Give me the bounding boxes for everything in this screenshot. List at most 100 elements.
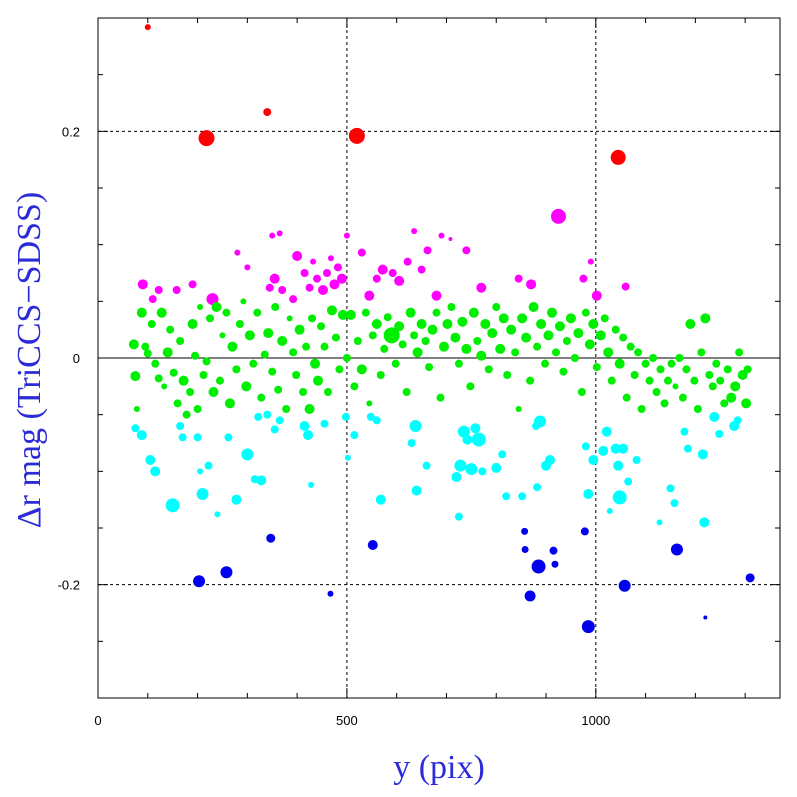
axis-ticks	[97, 17, 780, 699]
data-point-green	[565, 313, 576, 324]
data-point-green	[447, 303, 456, 311]
data-point-magenta	[462, 246, 471, 255]
data-point-green	[130, 371, 141, 382]
data-point-magenta	[172, 286, 181, 294]
y-tick-label: 0	[73, 351, 80, 366]
data-point-cyan	[263, 410, 272, 419]
data-point-magenta	[372, 274, 381, 283]
data-point-green	[289, 348, 298, 357]
data-point-green	[626, 342, 635, 351]
data-point-green	[136, 307, 147, 318]
data-point-green	[219, 332, 226, 339]
data-point-green	[425, 363, 434, 372]
data-point-green	[193, 405, 202, 413]
data-point-cyan	[465, 463, 478, 476]
data-point-magenta	[188, 280, 197, 289]
data-point-magenta	[417, 265, 426, 274]
data-point-green	[528, 302, 539, 312]
data-point-blue	[266, 533, 276, 543]
data-point-cyan	[670, 499, 679, 508]
data-point-green	[511, 348, 520, 357]
data-point-cyan	[366, 412, 375, 421]
data-point-cyan	[254, 412, 263, 421]
x-tick-label: 1000	[581, 713, 610, 728]
data-point-green	[147, 320, 156, 328]
data-point-green	[517, 313, 528, 324]
data-point-green	[697, 348, 706, 357]
data-point-green	[345, 309, 356, 320]
data-point-green	[302, 342, 311, 351]
data-point-red	[198, 130, 215, 147]
data-point-green	[573, 328, 584, 339]
data-point-cyan	[344, 454, 351, 461]
data-point-cyan	[320, 419, 329, 428]
data-point-cyan	[131, 424, 140, 433]
data-point-green	[271, 303, 280, 311]
data-point-green	[294, 324, 305, 335]
data-point-green	[741, 398, 752, 409]
data-point-green	[421, 337, 430, 345]
data-point-blue	[220, 566, 233, 579]
data-point-green	[436, 393, 445, 402]
data-point-cyan	[612, 490, 627, 505]
data-point-green	[166, 325, 175, 334]
data-point-cyan	[165, 498, 180, 513]
data-point-blue	[745, 573, 755, 583]
data-point-green	[268, 367, 277, 376]
data-point-cyan	[407, 439, 416, 447]
data-point-green	[473, 337, 482, 345]
y-tick-label: 0.2	[62, 124, 80, 139]
data-point-green	[222, 308, 231, 317]
data-point-green	[541, 359, 550, 368]
data-point-green	[151, 359, 160, 368]
data-point-green	[450, 332, 461, 343]
data-point-magenta	[333, 263, 342, 272]
data-point-green	[263, 328, 274, 339]
data-point-green	[310, 358, 321, 369]
data-point-magenta	[276, 230, 283, 237]
data-point-red	[348, 127, 365, 144]
data-point-green	[402, 388, 411, 396]
data-point-cyan	[214, 511, 221, 518]
data-point-green	[526, 376, 535, 385]
data-point-cyan	[656, 519, 663, 526]
data-point-blue	[703, 615, 708, 620]
data-point-cyan	[618, 443, 629, 454]
data-point-green	[554, 321, 565, 332]
data-point-blue	[581, 620, 595, 634]
x-tick-labels: 0 500 1000	[94, 713, 610, 728]
data-point-green	[743, 365, 752, 374]
data-point-cyan	[375, 494, 386, 505]
data-point-green	[317, 322, 326, 331]
x-tick-label: 500	[336, 713, 358, 728]
data-point-magenta	[318, 285, 329, 295]
data-point-red	[263, 108, 272, 117]
data-point-green	[595, 330, 606, 341]
data-point-cyan	[683, 444, 692, 453]
data-point-green	[592, 363, 601, 372]
data-point-green	[432, 308, 441, 317]
data-point-green	[299, 388, 308, 396]
data-point-green	[708, 382, 717, 391]
data-point-magenta	[526, 279, 537, 290]
data-point-green	[506, 324, 517, 335]
data-point-green	[581, 308, 590, 317]
data-point-green	[607, 376, 616, 385]
data-point-cyan	[224, 433, 233, 442]
data-point-green	[498, 313, 509, 324]
x-axis-title: y (pix)	[393, 749, 485, 786]
data-points	[128, 24, 755, 634]
data-point-cyan	[534, 415, 547, 428]
data-point-green	[394, 321, 405, 332]
data-point-green	[187, 319, 198, 329]
y-tick-labels: -0.2 0 0.2	[58, 124, 80, 592]
data-point-magenta	[587, 258, 594, 265]
data-point-green	[380, 344, 389, 353]
data-point-green	[577, 388, 586, 396]
data-point-green	[244, 330, 255, 341]
data-point-green	[161, 383, 168, 390]
data-point-green	[331, 333, 340, 342]
data-point-cyan	[606, 508, 613, 514]
data-point-green	[438, 341, 449, 352]
data-point-green	[637, 405, 646, 413]
